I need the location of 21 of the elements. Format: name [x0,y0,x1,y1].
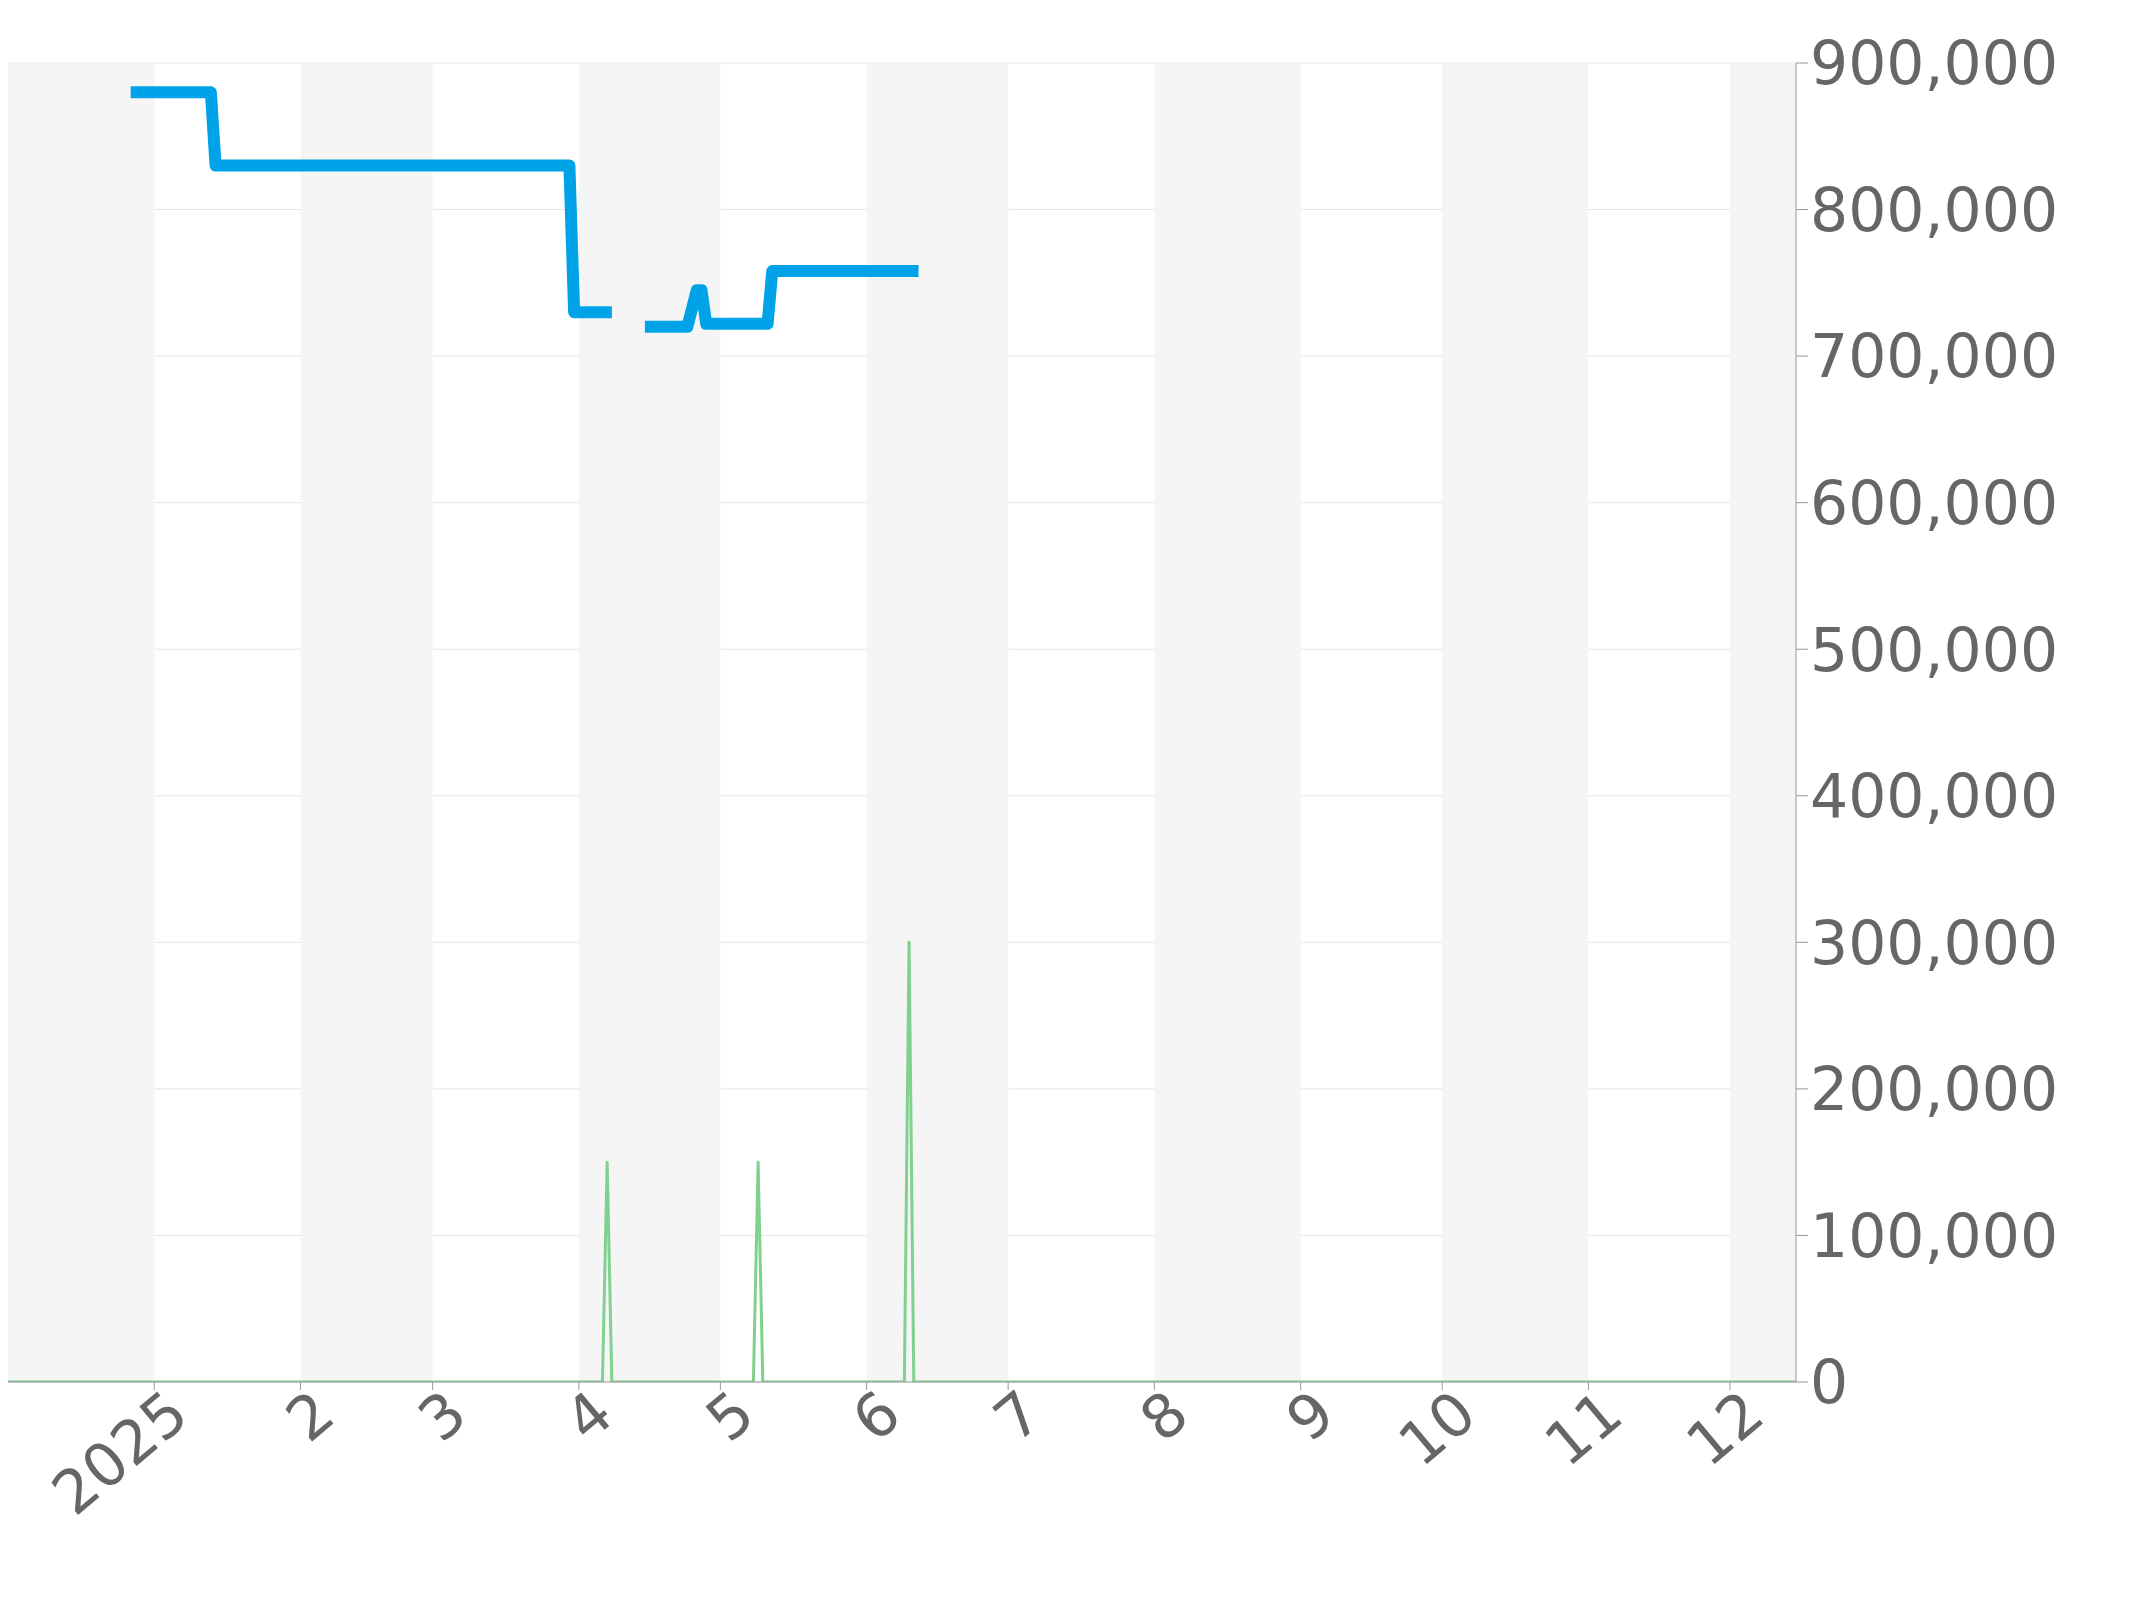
y-tick-label: 400,000 [1810,761,2059,832]
y-tick-label: 300,000 [1810,907,2059,978]
x-tick-label: 12 [1673,1376,1777,1480]
y-tick-label: 100,000 [1810,1200,2059,1271]
x-tick-label: 10 [1385,1376,1489,1480]
y-tick-label: 600,000 [1810,467,2059,538]
x-tick-label: 5 [692,1376,767,1455]
y-tick-label: 700,000 [1810,321,2059,392]
y-tick-label: 0 [1810,1347,1849,1418]
y-tick-label: 200,000 [1810,1054,2059,1125]
x-tick-label: 2 [272,1376,348,1455]
y-tick-label: 800,000 [1810,174,2059,245]
x-tick-label: 11 [1531,1376,1635,1480]
x-tick-label: 4 [551,1376,626,1455]
x-tick-label: 8 [1126,1376,1201,1455]
x-tick-label: 6 [838,1376,914,1455]
y-tick-label: 500,000 [1810,614,2059,685]
x-tick-label: 7 [980,1376,1055,1455]
y-tick-label: 900,000 [1810,28,2059,99]
x-tick-label: 9 [1272,1376,1348,1455]
x-tick-label: 3 [404,1376,480,1455]
